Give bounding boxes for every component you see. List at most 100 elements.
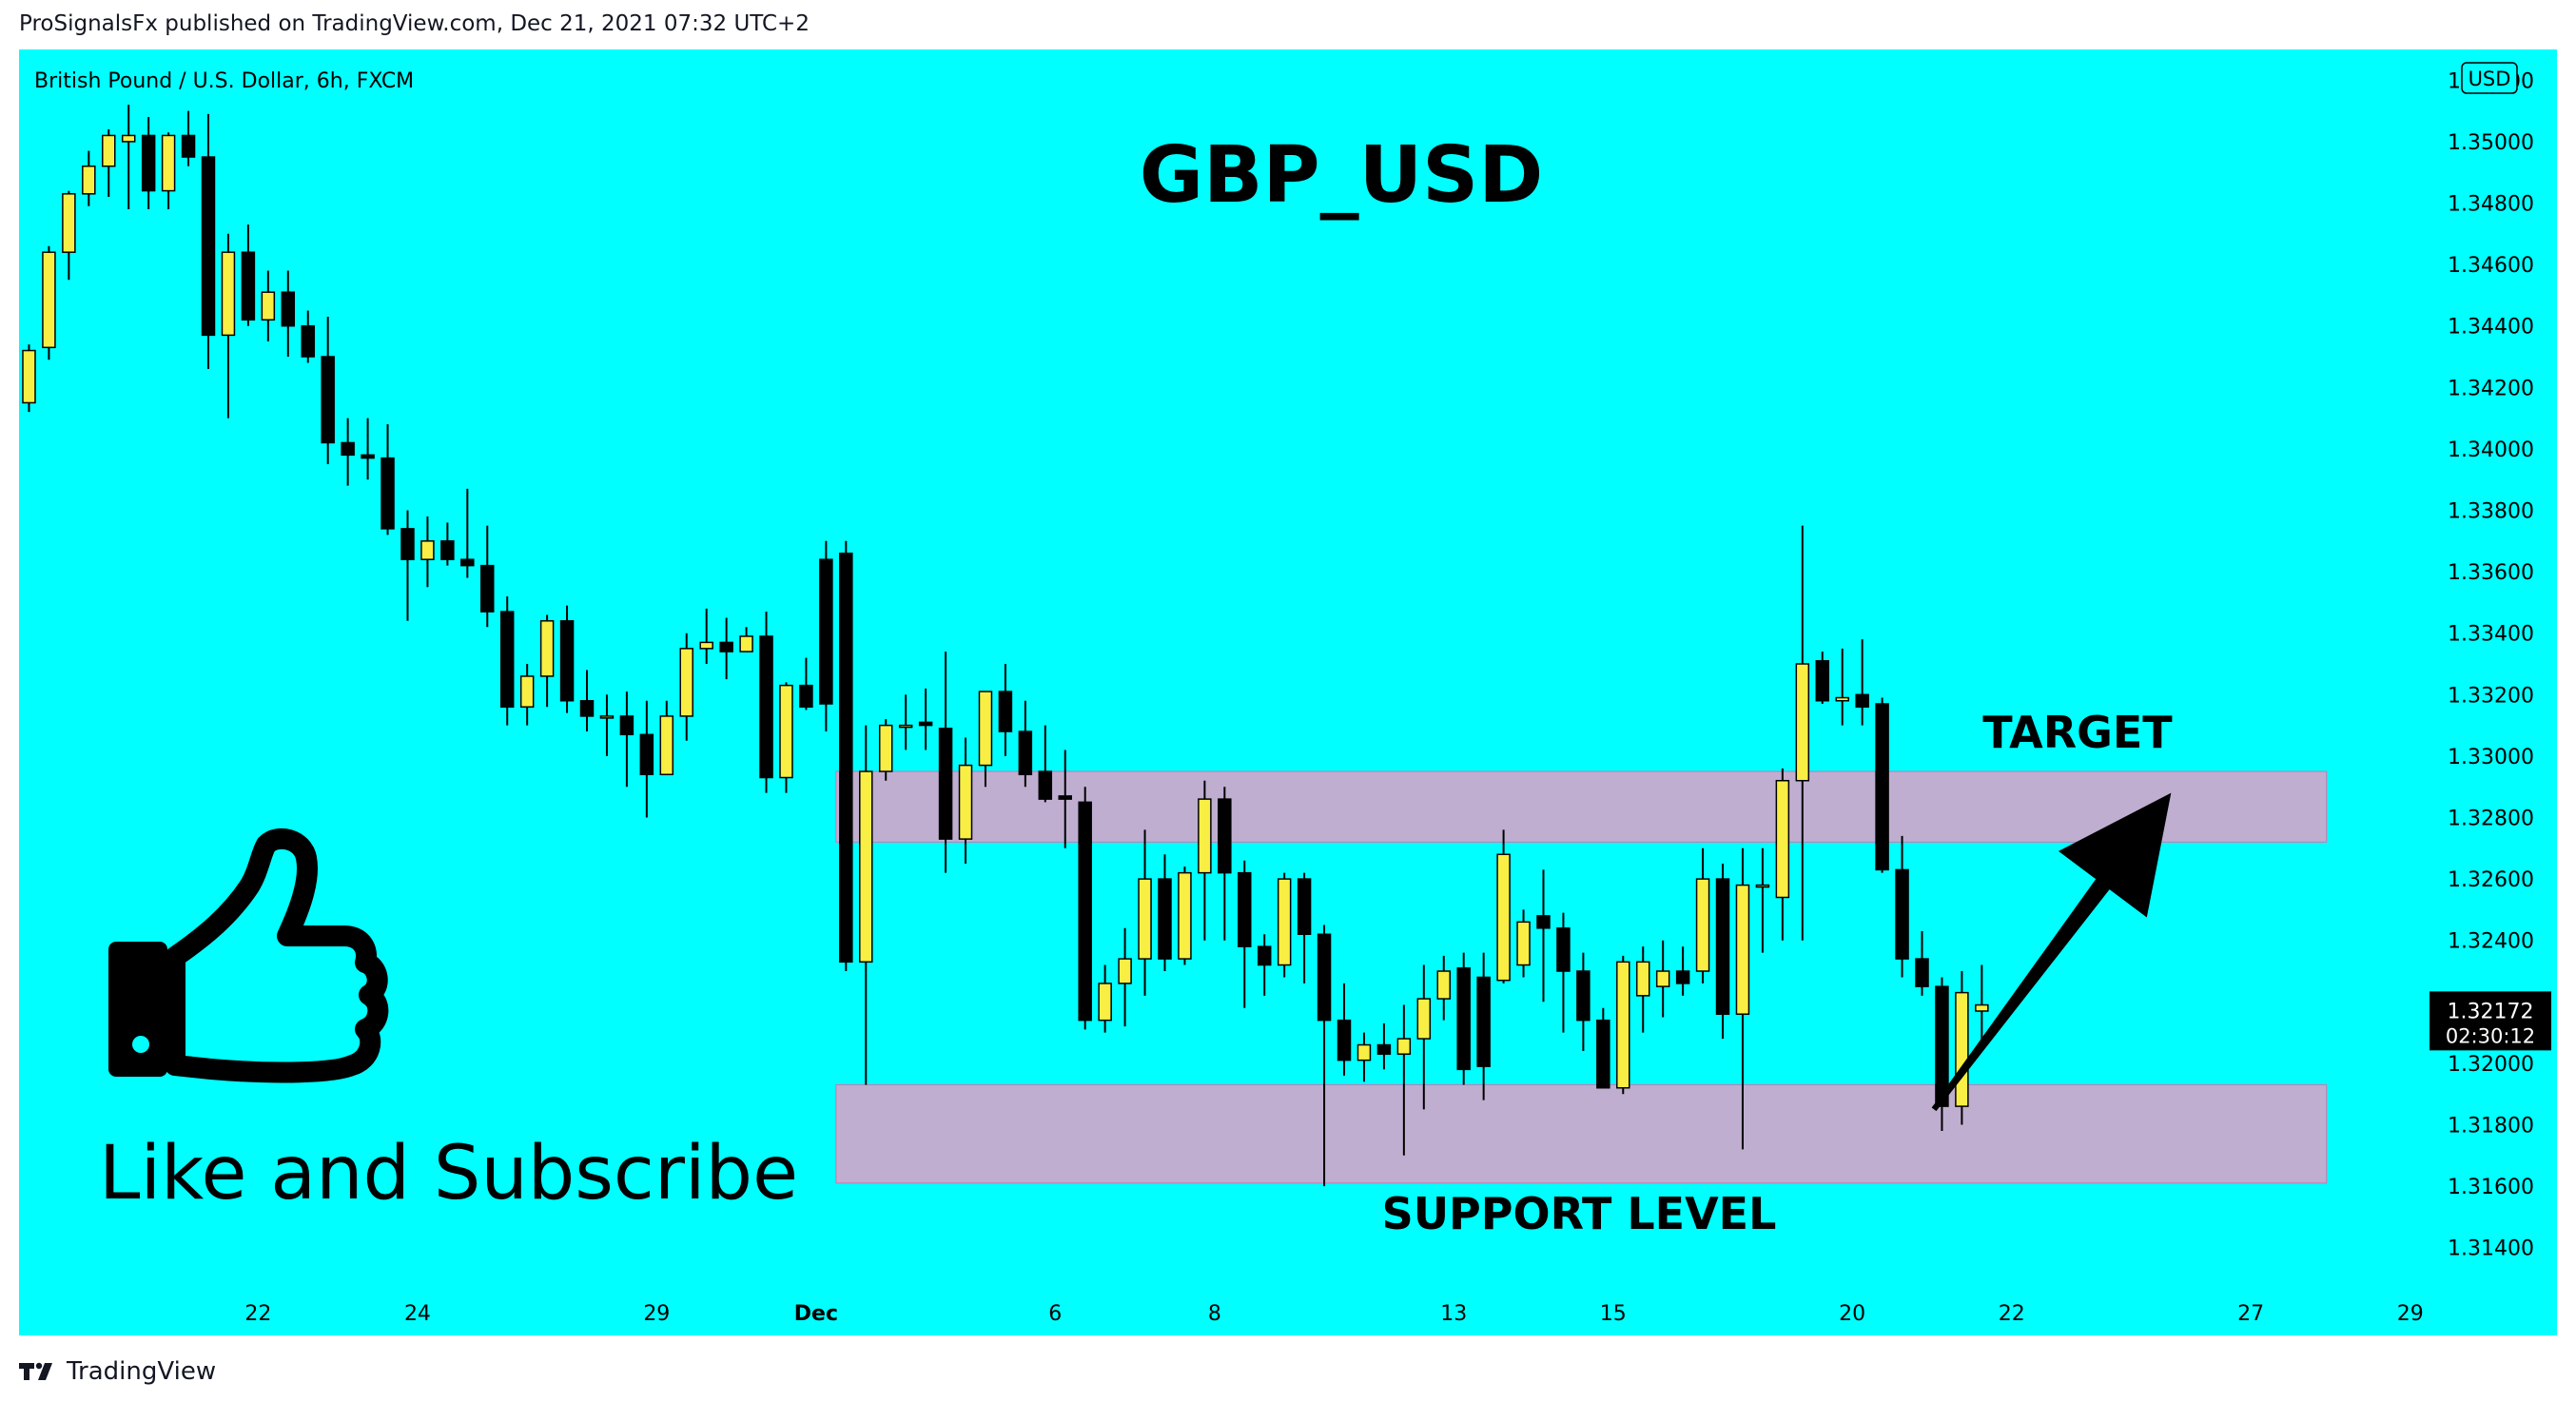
candle-body xyxy=(859,770,873,964)
candle xyxy=(859,725,873,1085)
candle xyxy=(819,540,833,732)
candle-body xyxy=(480,564,495,613)
candle-body xyxy=(281,291,296,327)
candle-body xyxy=(878,724,893,772)
candle xyxy=(1835,648,1849,726)
candle-body xyxy=(221,251,236,337)
time-axis[interactable]: 22 24 29 Dec 6 8 13 15 20 22 27 29 xyxy=(244,1302,2423,1326)
candle-body xyxy=(918,721,933,727)
candle xyxy=(1496,829,1511,983)
candle xyxy=(978,691,993,788)
candle-body xyxy=(1855,693,1869,708)
candle xyxy=(1955,971,1969,1125)
candle-body xyxy=(599,715,615,719)
candle xyxy=(361,418,375,480)
currency-label: USD xyxy=(2469,68,2511,90)
candle-body xyxy=(1775,779,1790,899)
chart-area[interactable]: 1.352001.350001.348001.346001.344001.342… xyxy=(19,49,2557,1339)
candlestick-chart[interactable]: 1.352001.350001.348001.346001.344001.342… xyxy=(19,49,2557,1335)
candle xyxy=(381,424,395,535)
candle-body xyxy=(1018,730,1033,776)
candle-body xyxy=(559,620,575,702)
candle xyxy=(1915,931,1929,996)
candle-body xyxy=(420,540,435,560)
currency-badge[interactable]: USD xyxy=(2461,62,2518,94)
candle xyxy=(898,694,913,750)
chart-title: GBP_USD xyxy=(1140,130,1544,221)
price-tick-label: 1.34200 xyxy=(2448,377,2534,400)
time-tick-label: 6 xyxy=(1048,1302,1062,1326)
candle-body xyxy=(1218,798,1232,874)
candle xyxy=(22,344,36,413)
candle-body xyxy=(1795,663,1810,782)
candle xyxy=(539,614,555,708)
candle xyxy=(1735,847,1750,1150)
candle-body xyxy=(1356,1043,1372,1061)
candle-body xyxy=(1715,878,1730,1015)
candle xyxy=(719,617,733,680)
candle xyxy=(281,270,296,357)
price-tick-label: 1.33200 xyxy=(2448,684,2534,708)
candle xyxy=(1635,946,1650,1033)
candle-body xyxy=(1436,970,1451,1000)
candle-body xyxy=(739,635,753,652)
time-tick-label: 27 xyxy=(2237,1302,2264,1326)
time-tick-label: 8 xyxy=(1208,1302,1221,1326)
zone-support xyxy=(835,1084,2328,1184)
arrow-up-right-icon xyxy=(1931,792,2172,1112)
target-label: TARGET xyxy=(1982,707,2173,758)
candle xyxy=(1576,952,1590,1051)
candle xyxy=(1118,927,1132,1027)
candle xyxy=(1795,525,1810,941)
candle xyxy=(460,488,475,578)
candle xyxy=(659,700,674,776)
candle-body xyxy=(639,733,654,776)
candle-body xyxy=(1616,961,1630,1089)
thumbs-up-icon xyxy=(108,828,389,1083)
candle-body xyxy=(400,528,415,560)
candle xyxy=(261,270,276,341)
candle xyxy=(1556,912,1571,1033)
support-level-label: SUPPORT LEVEL xyxy=(1382,1188,1777,1239)
candle-body xyxy=(519,675,535,708)
candle xyxy=(1297,872,1312,983)
candle-body xyxy=(1835,696,1849,702)
last-price-countdown: 02:30:12 xyxy=(2446,1024,2535,1047)
candle-body xyxy=(579,700,595,717)
candle xyxy=(1675,946,1690,996)
candle-body xyxy=(1416,998,1432,1040)
candle-body xyxy=(1496,853,1511,982)
candle-body xyxy=(819,558,833,705)
candles-layer xyxy=(22,105,1989,1187)
candle xyxy=(1257,934,1272,996)
candle-body xyxy=(440,540,455,560)
candle xyxy=(1218,787,1232,941)
last-price-box xyxy=(2430,991,2551,1051)
candle-body xyxy=(1078,801,1092,1022)
candle xyxy=(918,688,933,750)
candle-body xyxy=(1118,958,1132,984)
time-tick-label: 29 xyxy=(643,1302,670,1326)
candle-body xyxy=(460,558,475,567)
candle-body xyxy=(1198,798,1212,874)
candle xyxy=(1895,835,1909,978)
candle-body xyxy=(1655,970,1670,987)
candle xyxy=(579,670,595,732)
candle xyxy=(1616,955,1630,1095)
candle xyxy=(102,128,116,198)
candle-body xyxy=(938,728,953,840)
candle xyxy=(1476,952,1491,1100)
candle xyxy=(1078,787,1092,1030)
candle-body xyxy=(799,684,813,708)
candle-body xyxy=(181,134,196,158)
candle-body xyxy=(1456,967,1471,1071)
candle-body xyxy=(1975,1003,1989,1012)
candle-body xyxy=(381,457,395,530)
candle-body xyxy=(898,724,913,729)
candle-body xyxy=(1277,878,1292,966)
time-tick-label: 15 xyxy=(1600,1302,1627,1326)
candle-body xyxy=(1238,871,1252,947)
footer[interactable]: TradingView xyxy=(19,1354,216,1389)
candle xyxy=(480,525,495,628)
candle xyxy=(1755,847,1770,953)
